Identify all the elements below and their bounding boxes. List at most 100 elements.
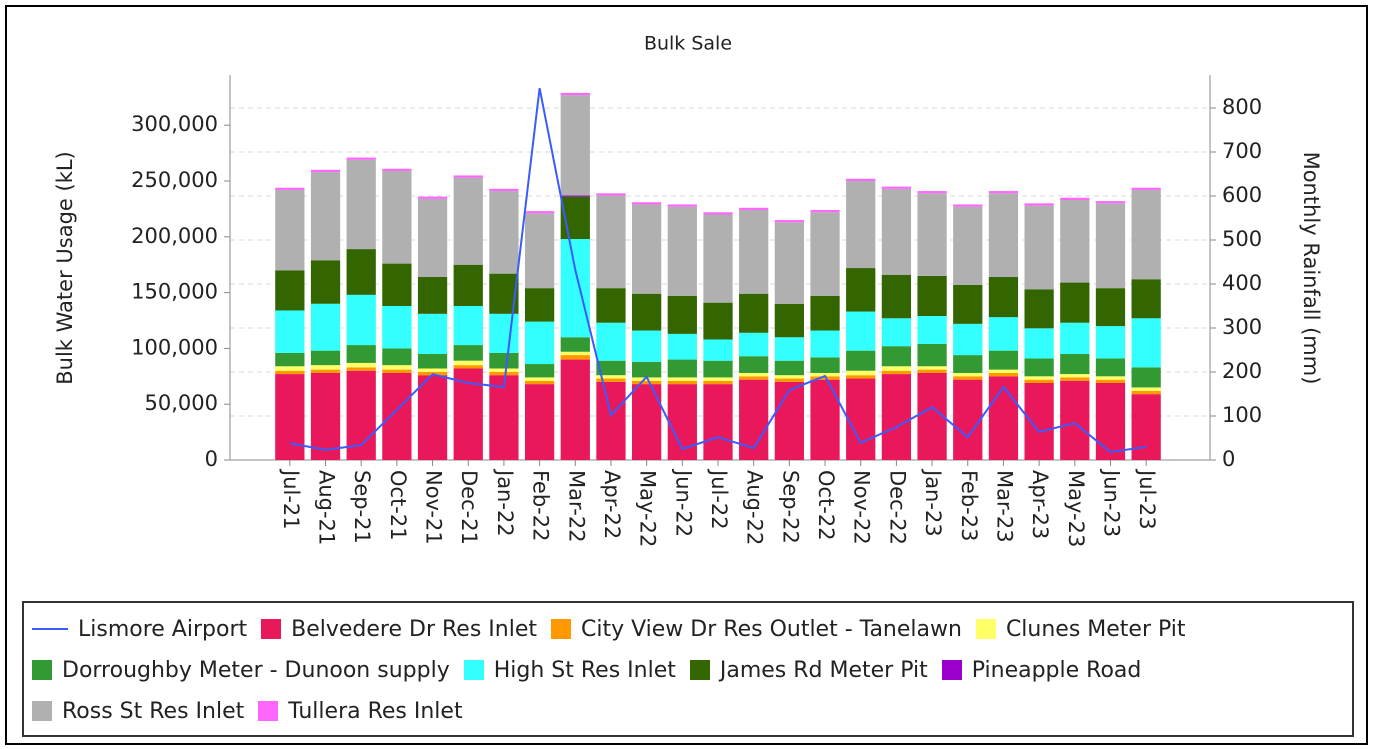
bar-segment xyxy=(1131,367,1161,388)
bar-segment xyxy=(667,333,697,360)
bar-segment xyxy=(489,191,519,274)
bar-segment xyxy=(1095,358,1126,377)
bar-segment xyxy=(560,337,590,352)
bar-segment xyxy=(382,369,412,373)
bar-segment xyxy=(810,372,840,377)
bar-segment xyxy=(417,196,448,199)
bar-segment xyxy=(953,372,983,377)
bar-segment xyxy=(774,222,804,304)
bar-segment xyxy=(846,178,876,182)
bar-segment xyxy=(703,212,733,215)
bar-segment xyxy=(596,288,626,323)
legend-label: Dorroughby Meter - Dunoon supply xyxy=(62,657,450,683)
bar-segment xyxy=(667,377,697,381)
bar-segment xyxy=(1024,358,1054,377)
legend-label: High St Res Inlet xyxy=(493,657,676,683)
bar-segment xyxy=(881,366,912,371)
bar-segment xyxy=(953,206,983,285)
bar-segment xyxy=(382,263,412,306)
bar-segment xyxy=(346,157,376,160)
bar-segment xyxy=(739,356,769,373)
legend-swatch xyxy=(941,660,962,680)
bar-segment xyxy=(774,303,804,338)
x-tick-label: May-23 xyxy=(1064,470,1088,547)
legend-label: Ross St Res Inlet xyxy=(62,698,245,724)
bar-segment xyxy=(346,159,376,250)
bar-segment xyxy=(774,220,804,223)
y2-tick-label: 300 xyxy=(1222,315,1262,339)
bar-segment xyxy=(846,370,876,376)
bar-segment xyxy=(774,360,804,376)
bar-segment xyxy=(1131,187,1161,190)
bar-segment xyxy=(346,345,376,363)
x-tick-label: Jan-22 xyxy=(493,468,517,537)
bar-segment xyxy=(917,366,947,370)
bar-segment xyxy=(988,193,1019,277)
legend-item: James Rd Meter Pit xyxy=(689,652,928,688)
y2-tick-label: 0 xyxy=(1222,447,1235,471)
bar-segment xyxy=(988,369,1019,373)
bar-segment xyxy=(1024,379,1054,383)
bar-segment xyxy=(596,322,626,361)
x-tick-label: Jul-22 xyxy=(707,468,731,530)
bar-segment xyxy=(881,274,912,319)
legend-swatch xyxy=(32,660,52,680)
chart-title: Bulk Sale xyxy=(644,33,732,55)
bar-segment xyxy=(739,376,769,380)
bar-segment xyxy=(953,376,983,380)
bar-segment xyxy=(810,295,840,331)
bar-segment xyxy=(1060,377,1090,381)
bar-segment xyxy=(560,359,590,460)
bar-segment xyxy=(382,348,412,366)
y2-tick-label: 700 xyxy=(1222,139,1262,163)
bar-segment xyxy=(275,366,305,371)
bar-segment xyxy=(881,374,912,460)
y-tick-label: 300,000 xyxy=(131,112,218,136)
bar-segment xyxy=(275,187,305,190)
bar-segment xyxy=(774,378,804,382)
legend-swatch xyxy=(689,660,710,680)
legend-swatch xyxy=(258,701,279,721)
bar-segment xyxy=(846,311,876,351)
bar-segment xyxy=(1060,197,1090,200)
x-tick-label: Jul-23 xyxy=(1135,468,1159,530)
x-tick-label: Sep-21 xyxy=(350,470,374,544)
bar-segment xyxy=(988,376,1019,460)
bar-segment xyxy=(739,332,769,357)
legend-item: Dorroughby Meter - Dunoon supply xyxy=(32,652,450,688)
bar-segment xyxy=(1024,328,1054,359)
bar-segment xyxy=(560,92,590,96)
bar-segment xyxy=(417,353,448,369)
bar-segment xyxy=(1131,387,1161,391)
bar-segment xyxy=(417,198,448,277)
bar-segment xyxy=(489,352,519,369)
x-tick-label: Apr-23 xyxy=(1028,470,1052,539)
bar-segment xyxy=(810,212,840,296)
bar-segment xyxy=(632,293,662,331)
legend-swatch xyxy=(463,660,484,680)
bar-segment xyxy=(953,379,983,460)
legend-swatch xyxy=(975,619,996,639)
bar-segment xyxy=(489,368,519,372)
bar-segment xyxy=(310,169,341,173)
bar-segment xyxy=(1060,380,1090,460)
bar-segment xyxy=(524,364,555,378)
bar-segment xyxy=(703,377,733,381)
bar-segment xyxy=(1095,201,1126,204)
y2-tick-label: 400 xyxy=(1222,271,1262,295)
bar-segment xyxy=(988,317,1019,351)
bar-segment xyxy=(596,381,626,460)
y2-axis-label: Monthly Rainfall (mm) xyxy=(1299,152,1323,385)
bar-segment xyxy=(1060,322,1090,354)
legend-swatch xyxy=(32,628,68,630)
y-tick-label: 200,000 xyxy=(131,224,218,248)
bar-segment xyxy=(881,186,912,189)
bar-segment xyxy=(417,368,448,372)
bar-segment xyxy=(275,270,305,311)
bar-segment xyxy=(774,337,804,361)
bar-segment xyxy=(382,365,412,370)
bar-segment xyxy=(417,313,448,354)
bar-segment xyxy=(988,276,1019,318)
bar-segment xyxy=(524,321,555,365)
bar-segment xyxy=(739,207,769,211)
